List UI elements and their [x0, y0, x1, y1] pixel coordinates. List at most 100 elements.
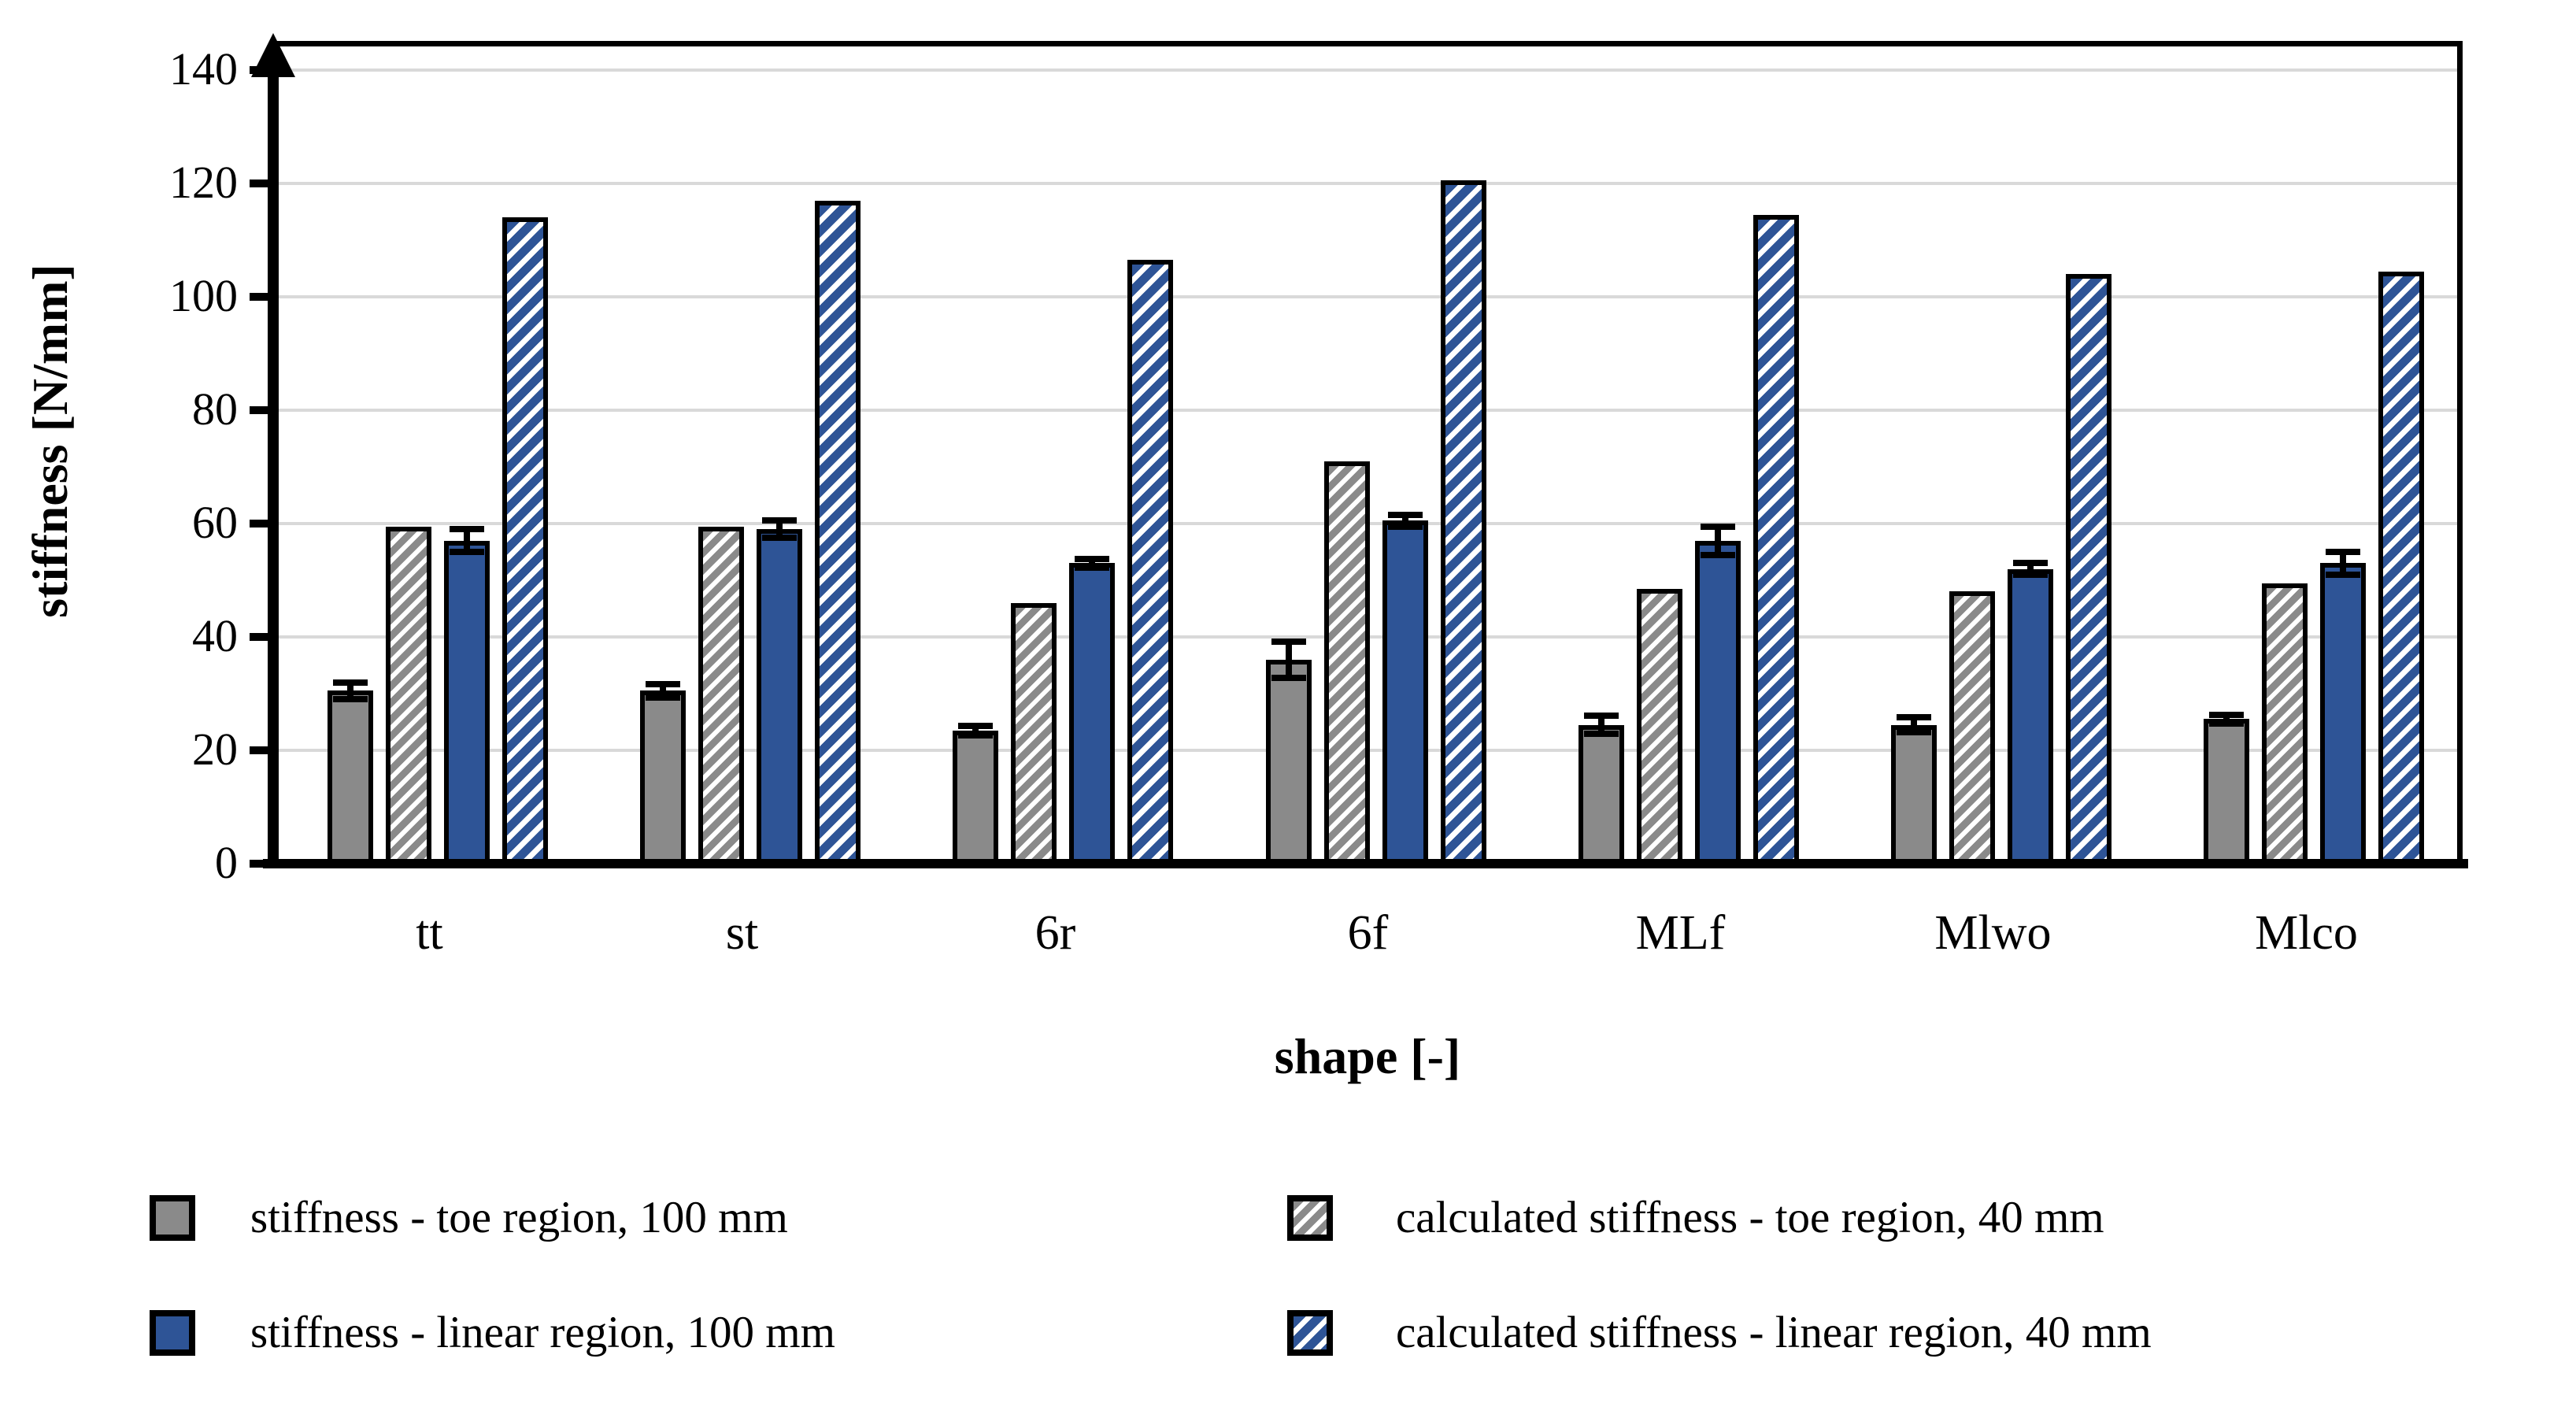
error-bar: [1714, 526, 1721, 555]
y-tick: [250, 293, 273, 301]
bar-solid-blue-Mlwo: [2008, 569, 2054, 864]
y-tick: [250, 860, 273, 868]
y-tick-label: 40: [192, 610, 238, 661]
y-tick: [250, 180, 273, 187]
error-bar: [1911, 717, 1918, 732]
error-bar: [972, 726, 979, 735]
y-tick: [250, 633, 273, 641]
y-tick: [250, 66, 273, 74]
error-bar-cap-top: [761, 517, 797, 524]
error-bar-cap-top: [1700, 523, 1735, 530]
error-bar-cap-top: [1271, 638, 1306, 645]
y-tick-label: 100: [169, 270, 238, 321]
x-category-label-st: st: [725, 906, 759, 960]
x-category-label-tt: tt: [416, 906, 443, 960]
x-category-label-6f: 6f: [1347, 906, 1389, 960]
gridline: [273, 295, 2457, 298]
y-tick: [250, 406, 273, 414]
bar-solid-blue-6f: [1382, 520, 1428, 864]
error-bar: [463, 529, 470, 552]
error-bar-cap-top: [2013, 560, 2049, 567]
error-bar-cap-bottom: [332, 696, 368, 703]
error-bar-cap-bottom: [1271, 674, 1306, 681]
bar-hatch-blue-tt: [502, 217, 548, 864]
error-bar: [2223, 714, 2230, 724]
bar-solid-blue-MLf: [1694, 541, 1741, 864]
error-bar: [775, 520, 783, 538]
legend-label: stiffness - toe region, 100 mm: [250, 1193, 788, 1242]
x-axis-line: [263, 859, 2468, 868]
gridline: [273, 409, 2457, 412]
error-bar-cap-bottom: [1583, 731, 1619, 738]
gridline: [273, 182, 2457, 185]
bar-hatch-blue-MLf: [1752, 215, 1799, 864]
error-bar-cap-top: [2326, 549, 2361, 555]
legend-label: calculated stiffness - linear region, 40…: [1396, 1308, 2152, 1357]
legend-swatch-solid-blue: [150, 1310, 195, 1356]
bar-solid-gray-Mlco: [2204, 719, 2250, 864]
legend-label: stiffness - linear region, 100 mm: [250, 1308, 835, 1357]
y-axis-title: stiffness [N/mm]: [22, 264, 78, 618]
error-bar-cap-bottom: [2013, 571, 2049, 578]
gridline: [273, 68, 2457, 72]
error-bar-cap-top: [645, 680, 680, 687]
error-bar-cap-bottom: [645, 694, 680, 702]
y-tick: [250, 520, 273, 528]
bar-solid-blue-6r: [1069, 563, 1116, 864]
x-category-label-MLf: MLf: [1635, 906, 1726, 960]
bar-hatch-blue-6r: [1127, 260, 1174, 864]
bar-hatch-gray-st: [698, 527, 744, 864]
error-bar-cap-bottom: [2326, 571, 2361, 578]
error-bar-cap-top: [1583, 713, 1619, 720]
error-bar-cap-bottom: [1075, 565, 1110, 572]
error-bar: [346, 682, 353, 700]
bar-solid-blue-tt: [443, 541, 490, 864]
y-tick-label: 0: [215, 837, 238, 888]
bar-hatch-gray-6f: [1323, 461, 1370, 864]
error-bar-cap-bottom: [958, 731, 994, 739]
bar-solid-gray-tt: [327, 690, 373, 864]
bar-solid-gray-6r: [953, 731, 999, 864]
error-bar: [2340, 552, 2347, 575]
y-tick-label: 20: [192, 724, 238, 775]
y-tick-label: 120: [169, 157, 238, 208]
y-axis-line: [268, 67, 279, 864]
legend-label: calculated stiffness - toe region, 40 mm: [1396, 1193, 2104, 1242]
bar-solid-gray-st: [639, 690, 686, 864]
y-tick-label: 80: [192, 383, 238, 435]
bar-hatch-blue-Mlwo: [2066, 274, 2112, 864]
legend-swatch-hatch-blue: [1287, 1310, 1333, 1356]
x-category-label-Mlco: Mlco: [2255, 906, 2358, 960]
legend-swatch-solid-gray: [150, 1195, 195, 1241]
error-bar: [2027, 563, 2034, 575]
error-bar-cap-top: [2209, 711, 2245, 718]
y-tick-label: 140: [169, 43, 238, 94]
error-bar-cap-bottom: [1700, 551, 1735, 558]
error-bar: [1285, 641, 1292, 678]
y-tick: [250, 746, 273, 754]
x-category-label-Mlwo: Mlwo: [1934, 906, 2052, 960]
error-bar-cap-bottom: [1387, 523, 1423, 530]
error-bar-cap-top: [332, 679, 368, 686]
bar-hatch-gray-MLf: [1636, 589, 1682, 864]
bar-hatch-gray-Mlco: [2262, 583, 2308, 864]
bar-hatch-gray-Mlwo: [1949, 591, 1996, 864]
bar-solid-blue-Mlco: [2320, 563, 2367, 864]
error-bar-cap-bottom: [449, 549, 484, 555]
bar-solid-gray-MLf: [1578, 725, 1624, 864]
x-axis-title: shape [-]: [1274, 1028, 1461, 1084]
bar-solid-blue-st: [756, 529, 802, 864]
x-category-label-6r: 6r: [1034, 906, 1076, 960]
bar-hatch-gray-tt: [385, 527, 431, 864]
error-bar: [1401, 515, 1408, 527]
bar-hatch-blue-Mlco: [2378, 272, 2425, 864]
bar-hatch-blue-6f: [1440, 180, 1486, 864]
error-bar-cap-top: [1387, 512, 1423, 519]
bar-solid-gray-6f: [1265, 660, 1312, 864]
bar-hatch-blue-st: [814, 201, 861, 864]
bar-solid-gray-Mlwo: [1891, 725, 1938, 864]
plot-area: [273, 41, 2463, 864]
error-bar-cap-bottom: [761, 535, 797, 541]
error-bar: [659, 683, 666, 698]
